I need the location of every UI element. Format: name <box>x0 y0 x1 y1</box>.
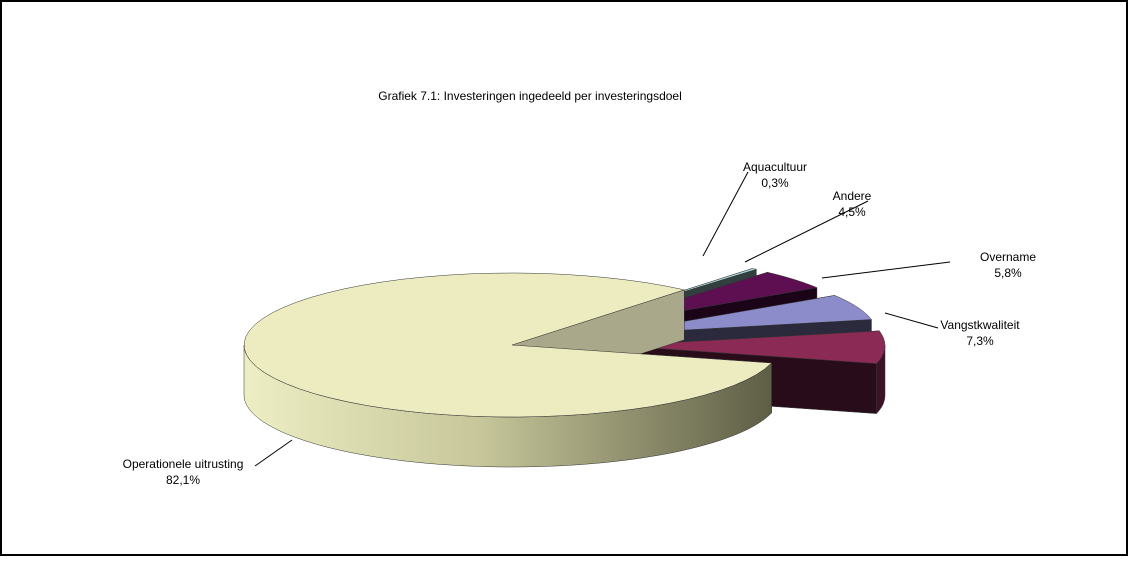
slice-value-label: 82,1% <box>166 473 200 487</box>
chart-title: Grafiek 7.1: Investeringen ingedeeld per… <box>378 89 682 103</box>
leader-line <box>821 261 951 279</box>
slice-label: Overname <box>980 250 1036 264</box>
slice <box>616 330 886 364</box>
slice-value-label: 5,8% <box>994 266 1022 280</box>
slice-label: Aquacultuur <box>743 160 807 174</box>
slice-value-label: 0,3% <box>761 176 789 190</box>
leader-line <box>702 171 749 257</box>
slice-label: Andere <box>833 189 872 203</box>
leader-line <box>884 312 939 329</box>
slice-label: Operationele uitrusting <box>123 457 244 471</box>
labels: Aquacultuur 0,3% Andere 4,5% Overname 5,8% Van… <box>123 160 1037 487</box>
slice-label: Vangstkwaliteit <box>940 318 1020 332</box>
leader-line <box>254 439 293 467</box>
leader-line <box>744 200 869 263</box>
slice-value-label: 7,3% <box>966 334 994 348</box>
slice-value-label: 4,5% <box>838 205 866 219</box>
pie <box>243 268 886 468</box>
slice <box>243 272 773 418</box>
